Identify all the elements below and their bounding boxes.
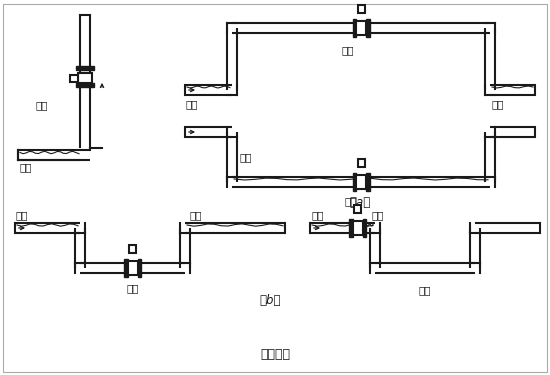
Bar (124, 259, 128, 277)
Text: 液体: 液体 (492, 99, 504, 109)
Bar (76, 66, 94, 69)
Bar (138, 259, 141, 277)
Text: 正确: 正确 (36, 100, 48, 110)
Bar (358, 5, 365, 13)
Bar (353, 173, 356, 191)
Bar (76, 83, 94, 87)
Text: 液体: 液体 (345, 196, 358, 206)
Text: 液体: 液体 (19, 162, 31, 172)
Bar (78, 73, 92, 83)
Bar (129, 245, 136, 253)
Text: 错误: 错误 (240, 152, 252, 162)
Text: 图（四）: 图（四） (260, 348, 290, 361)
Bar (354, 205, 361, 213)
Bar (358, 159, 365, 167)
Bar (366, 173, 370, 191)
Bar (128, 261, 138, 275)
Bar (356, 175, 366, 189)
Bar (353, 19, 356, 37)
Text: 错误: 错误 (419, 285, 431, 295)
Text: （a）: （a） (349, 196, 371, 210)
Text: 气泡: 气泡 (190, 210, 202, 220)
Text: 气泡: 气泡 (371, 210, 384, 220)
Bar (366, 19, 370, 37)
Text: 气泡: 气泡 (16, 210, 29, 220)
Text: 液体: 液体 (186, 99, 199, 109)
Bar (356, 21, 366, 35)
Bar (353, 221, 362, 235)
Bar (349, 219, 353, 237)
Bar (70, 75, 78, 81)
Text: （b）: （b） (259, 294, 281, 306)
Text: 气泡: 气泡 (311, 210, 323, 220)
Text: 正确: 正确 (126, 283, 139, 293)
Text: 正确: 正确 (341, 45, 354, 55)
Bar (362, 219, 366, 237)
